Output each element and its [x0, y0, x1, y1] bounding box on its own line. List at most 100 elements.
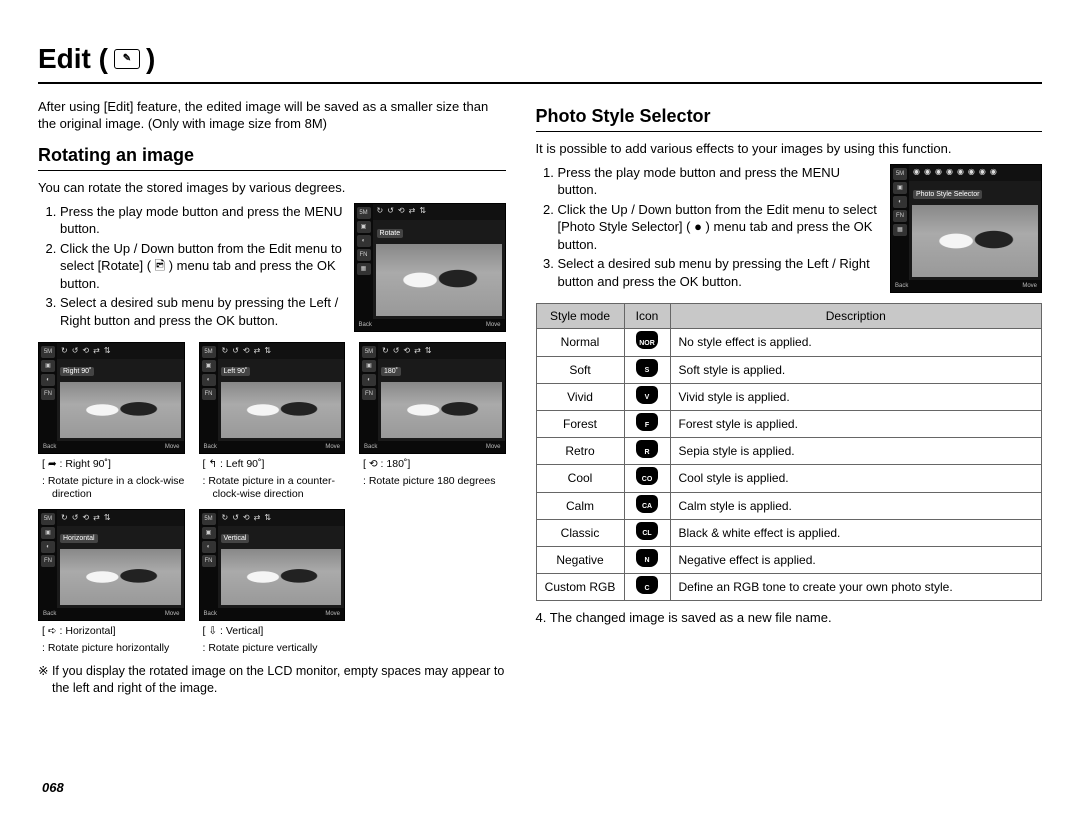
lcd-footer-move: Move [1022, 280, 1037, 292]
pss-steps: Press the play mode button and press the… [536, 164, 880, 293]
rotating-lead: You can rotate the stored images by vari… [38, 179, 506, 197]
lcd-photo [912, 205, 1038, 277]
table-row: Negative Negative effect is applied. [536, 546, 1041, 573]
right-column: Photo Style Selector It is possible to a… [536, 98, 1042, 697]
cell-mode: Retro [536, 438, 624, 465]
lcd-photo [376, 244, 502, 316]
cell-mode: Calm [536, 492, 624, 519]
cell-icon [624, 465, 670, 492]
lcd-thumb-label: 180˚ [381, 367, 401, 376]
thumb-item: 5M▣◐FN↻↺⟲⇄⇅VerticalBackMove[ ⇩ : Vertica… [199, 509, 346, 655]
pss-step-3: Select a desired sub menu by pressing th… [558, 255, 880, 290]
thumb-row-2: 5M▣◐FN↻↺⟲⇄⇅HorizontalBackMove [ ➪ : Horiz… [38, 509, 506, 655]
cell-mode: Custom RGB [536, 574, 624, 601]
lcd-preview-pss: 5M▣◐FN▦ ◉◉◉◉◉◉◉◉ Photo Style Selector Ba… [890, 164, 1042, 294]
cell-icon [624, 546, 670, 573]
page-number: 068 [42, 779, 64, 797]
pss-step-4: 4. The changed image is saved as a new f… [536, 609, 1042, 627]
lcd-thumb: 5M▣◐FN↻↺⟲⇄⇅Right 90˚BackMove [38, 342, 185, 454]
lcd-footer-back: Back [895, 280, 908, 292]
lcd-side-icons: 5M▣◐FN▦ [891, 165, 909, 281]
lcd-side-icons: 5M▣◐FN▦ [355, 204, 373, 320]
thumb-caption-body: : Rotate picture horizontally [38, 642, 185, 655]
thumb-caption-head: [ ⟲ : 180˚] [359, 458, 506, 471]
pss-heading: Photo Style Selector [536, 104, 1042, 132]
lcd-toolbar: ↻↺⟲⇄⇅ [373, 204, 505, 220]
thumb-item: 5M▣◐FN↻↺⟲⇄⇅HorizontalBackMove [ ➪ : Horiz… [38, 509, 185, 655]
cell-mode: Cool [536, 465, 624, 492]
cell-desc: Black & white effect is applied. [670, 519, 1041, 546]
thumb-item: 5M▣◐FN↻↺⟲⇄⇅Left 90˚BackMove [ ↰ : Left 90… [199, 342, 346, 501]
title-suffix: ) [146, 40, 155, 78]
rotating-heading: Rotating an image [38, 143, 506, 171]
cell-desc: Negative effect is applied. [670, 546, 1041, 573]
th-desc: Description [670, 304, 1041, 329]
cell-desc: Forest style is applied. [670, 410, 1041, 437]
rotating-step-3: Select a desired sub menu by pressing th… [60, 294, 344, 329]
rotating-steps: Press the play mode button and press the… [38, 203, 344, 332]
style-table: Style mode Icon Description NormalNo sty… [536, 303, 1042, 601]
table-row: Classic Black & white effect is applied. [536, 519, 1041, 546]
lcd-thumb: 5M▣◐FN↻↺⟲⇄⇅VerticalBackMove [199, 509, 346, 621]
style-icon [636, 522, 658, 540]
thumb-caption-head: [ ➪ : Horizontal] [38, 625, 185, 638]
thumb-caption-head: [ ➦ : Right 90˚] [38, 458, 185, 471]
cell-mode: Forest [536, 410, 624, 437]
lcd-thumb-label: Right 90˚ [60, 367, 94, 376]
pss-lead: It is possible to add various effects to… [536, 140, 1042, 158]
style-table-body: NormalNo style effect is applied.SoftSof… [536, 329, 1041, 601]
title-prefix: Edit ( [38, 40, 108, 78]
style-icon [636, 495, 658, 513]
left-column: After using [Edit] feature, the edited i… [38, 98, 506, 697]
style-icon [636, 440, 658, 458]
lcd-label: Rotate [377, 229, 404, 238]
cell-icon [624, 438, 670, 465]
th-icon: Icon [624, 304, 670, 329]
table-row: Soft Soft style is applied. [536, 356, 1041, 383]
style-icon [636, 467, 658, 485]
table-row: RetroSepia style is applied. [536, 438, 1041, 465]
thumb-caption-head: [ ↰ : Left 90˚] [199, 458, 346, 471]
cell-icon [624, 410, 670, 437]
cell-icon [624, 574, 670, 601]
style-icon [636, 386, 658, 404]
lcd-thumb: 5M▣◐FN↻↺⟲⇄⇅HorizontalBackMove [38, 509, 185, 621]
lcd-thumb: 5M▣◐FN↻↺⟲⇄⇅180˚BackMove [359, 342, 506, 454]
style-icon [636, 576, 658, 594]
cell-mode: Soft [536, 356, 624, 383]
style-icon [636, 331, 658, 349]
lcd-footer-move: Move [486, 319, 501, 331]
cell-mode: Classic [536, 519, 624, 546]
thumb-caption-body: : Rotate picture in a clock-wise directi… [38, 475, 185, 501]
cell-desc: Calm style is applied. [670, 492, 1041, 519]
lcd-thumb: 5M▣◐FN↻↺⟲⇄⇅Left 90˚BackMove [199, 342, 346, 454]
cell-desc: Cool style is applied. [670, 465, 1041, 492]
style-icon [636, 413, 658, 431]
cell-mode: Normal [536, 329, 624, 356]
rotate-note: ※ If you display the rotated image on th… [38, 663, 506, 697]
lcd-footer-back: Back [359, 319, 372, 331]
table-row: Custom RGB Define an RGB tone to create y… [536, 574, 1041, 601]
table-row: Vivid Vivid style is applied. [536, 383, 1041, 410]
cell-icon [624, 492, 670, 519]
lcd-thumb-label: Vertical [221, 534, 250, 543]
style-icon [636, 359, 658, 377]
pss-step-2: Click the Up / Down button from the Edit… [558, 201, 880, 254]
table-row: Cool Cool style is applied. [536, 465, 1041, 492]
pss-step-1: Press the play mode button and press the… [558, 164, 880, 199]
table-row: Calm Calm style is applied. [536, 492, 1041, 519]
lcd-thumb-label: Left 90˚ [221, 367, 251, 376]
rotating-step-2: Click the Up / Down button from the Edit… [60, 240, 344, 293]
cell-desc: No style effect is applied. [670, 329, 1041, 356]
cell-mode: Negative [536, 546, 624, 573]
thumb-caption-body: : Rotate picture vertically [199, 642, 346, 655]
cell-desc: Soft style is applied. [670, 356, 1041, 383]
style-icon [636, 549, 658, 567]
cell-desc: Vivid style is applied. [670, 383, 1041, 410]
cell-desc: Define an RGB tone to create your own ph… [670, 574, 1041, 601]
table-row: Normal No style effect is applied. [536, 329, 1041, 356]
cell-icon [624, 329, 670, 356]
thumb-row-1: 5M▣◐FN↻↺⟲⇄⇅Right 90˚BackMove [ ➦ : Right … [38, 342, 506, 501]
cell-mode: Vivid [536, 383, 624, 410]
edit-icon: ✎ [114, 49, 140, 69]
